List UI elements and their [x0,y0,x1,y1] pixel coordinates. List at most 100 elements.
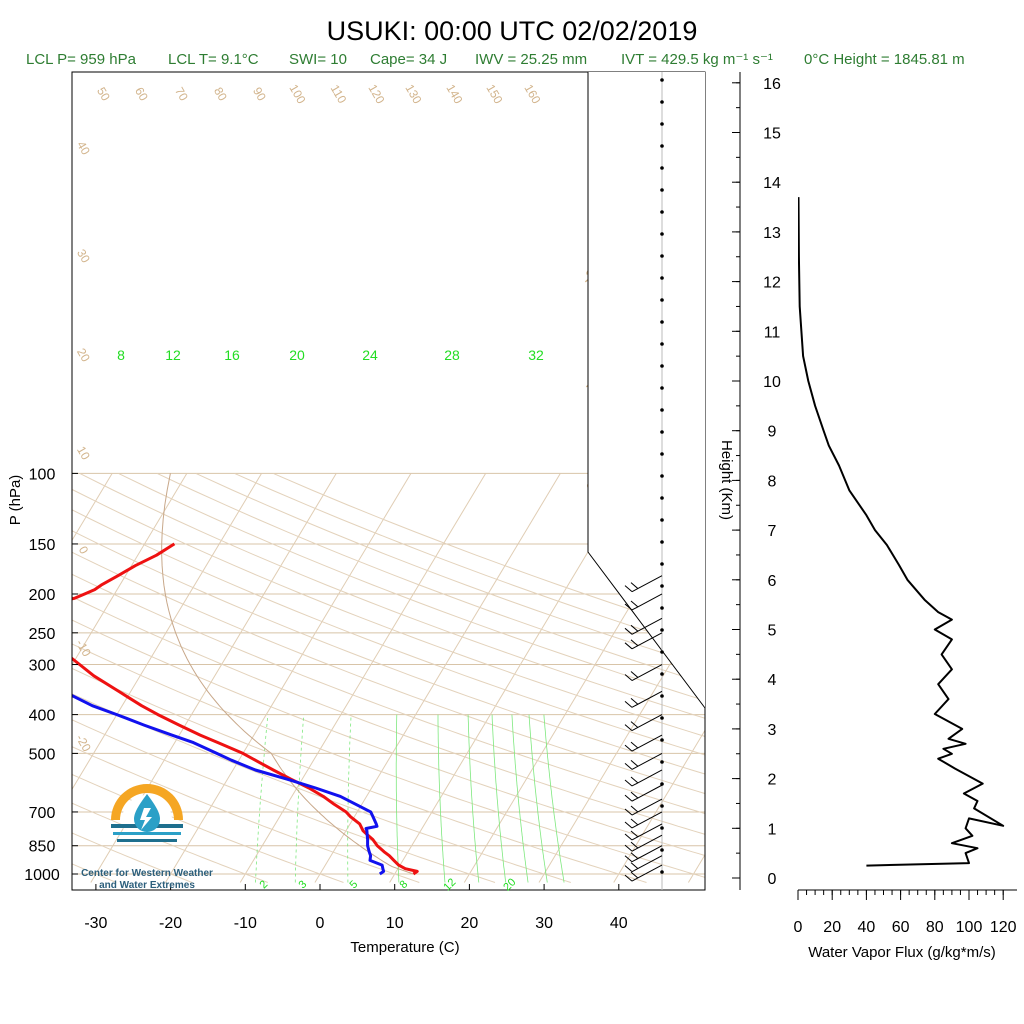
wind-barb [624,714,663,732]
temp-tick-label: -20 [159,915,182,932]
wind-barb [624,834,663,852]
barb-flag [624,844,633,852]
param-2: SWI= 10 [289,51,347,68]
wind-dot [660,298,664,302]
dry-adiabat [72,773,344,883]
mixing-ratio-label: 8 [117,347,125,363]
dry-adiabat-label: 150 [483,82,505,107]
wind-dot [660,870,664,874]
dry-adiabat [72,719,496,883]
barb-flag [630,818,639,826]
barb-staff [631,823,663,841]
isotherm-line [72,473,262,791]
temp-tick-label: -30 [84,915,107,932]
param-4: IWV = 25.25 mm [475,51,587,68]
barb-flag [624,763,633,770]
pressure-tick-label: 150 [29,537,56,554]
param-1: LCL T= 9.1°C [168,51,259,68]
flux-tick-label: 100 [956,919,983,936]
wind-barb [624,823,663,841]
wind-barbs [624,72,664,890]
barb-flag [624,865,633,873]
skewt-profiles [72,542,419,876]
wind-barb [624,855,663,873]
barb-flag [624,779,633,787]
dry-adiabat [72,832,193,883]
temp-tick-label: 20 [461,915,479,932]
wind-dot [660,848,664,852]
wind-dot [660,804,664,808]
flux-tick-label: 80 [926,919,944,936]
flux-tick-label: 120 [990,919,1017,936]
barb-flag [624,724,633,731]
dry-adiabat-label: 60 [132,85,151,104]
height-tick-label: 6 [768,573,777,590]
barb-flag [624,627,633,635]
panel-mask [588,72,705,708]
dry-adiabat [72,488,705,737]
pressure-tick-label: 400 [29,708,56,725]
barb-staff [631,664,663,681]
barb-flag [630,760,639,767]
dry-adiabat [72,746,420,883]
dry-adiabat [72,643,705,878]
barb-flag [624,874,633,882]
dry-adiabat-label: 110 [328,82,350,106]
mixing-ratio-line [395,714,400,883]
height-tick-label: 14 [763,175,781,192]
isotherm-line [165,473,412,883]
wind-barb [624,845,663,863]
mixing-ratio-line [511,714,529,883]
barb-staff [631,864,663,882]
dry-adiabat-label: 140 [443,82,465,107]
mixing-ratio-bottom-label: 12 [441,876,458,893]
pressure-tick-label: 100 [29,466,56,483]
dry-adiabat-label: 50 [94,85,113,104]
flux-profile [798,197,1005,867]
wind-dot [660,144,664,148]
flux-tick-label: 0 [794,919,803,936]
wind-dot [660,606,664,610]
dry-adiabat-label: 120 [365,82,387,107]
barb-flag [624,855,633,863]
height-tick-label: 10 [763,374,781,391]
dry-adiabat [72,596,705,835]
height-tick-label: 3 [768,722,777,739]
barb-flag [624,642,633,650]
left-theta-label: 0 [76,544,92,557]
mixing-ratio-label: 16 [224,347,240,363]
params-line: LCL P= 959 hPa LCL T= 9.1°C SWI= 10 Cape= 3… [26,51,965,68]
height-axis-label: Height (Km) [718,440,735,520]
wind-barb [624,864,663,882]
left-theta-label: -10 [73,637,94,659]
parcel-path [161,473,414,875]
isotherm-line [763,473,1008,882]
mixing-ratio-line [467,714,480,883]
barb-staff [631,617,663,635]
flux-tick-label: 20 [823,919,841,936]
left-theta-label: 20 [74,346,93,365]
wind-dot [660,672,664,676]
chart-title: USUKI: 00:00 UTC 02/02/2019 [327,16,698,46]
mixing-ratio-line [294,714,305,883]
wind-dot [660,738,664,742]
mixing-ratio-label: 12 [165,347,181,363]
logo-line1: Center for Western Weather [81,868,213,879]
pressure-tick-label: 500 [29,746,56,763]
param-3: Cape= 34 J [370,51,447,68]
wind-dot [660,518,664,522]
barb-flag [630,791,639,799]
barb-flag [630,582,639,590]
wind-dot [660,826,664,830]
mixing-ratio-line [528,714,548,883]
wind-dot [660,386,664,390]
wind-barb [624,734,663,752]
temp-tick-label: 30 [535,915,553,932]
dry-adiabat-label: 100 [286,82,308,107]
barb-flag [630,697,639,705]
barb-staff [631,811,663,829]
temp-tick-label: 0 [316,915,325,932]
wind-barb [624,593,663,611]
dry-adiabat [195,472,705,667]
